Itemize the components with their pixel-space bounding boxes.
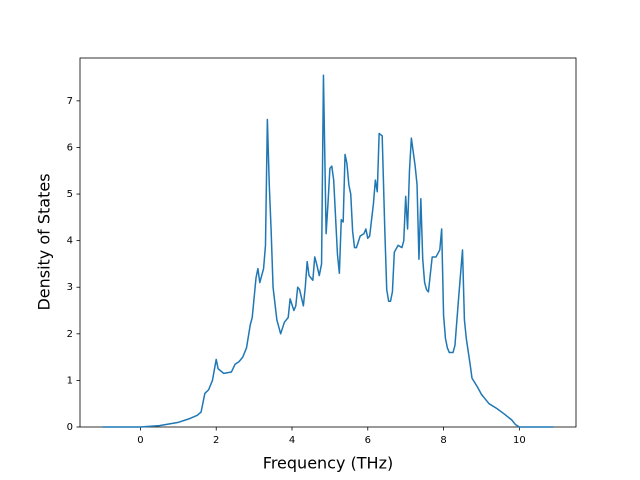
x-tick-label: 2	[213, 435, 219, 446]
y-tick-label: 2	[67, 329, 73, 340]
y-tick-label: 7	[67, 96, 73, 107]
x-tick-label: 0	[137, 435, 143, 446]
x-tick-label: 4	[289, 435, 295, 446]
y-tick-label: 0	[67, 422, 73, 433]
y-tick-label: 6	[67, 142, 73, 153]
y-tick-label: 1	[67, 375, 73, 386]
x-tick-label: 10	[513, 435, 526, 446]
y-tick-label: 5	[67, 189, 73, 200]
x-tick-label: 8	[440, 435, 446, 446]
y-tick-label: 4	[67, 236, 73, 247]
x-tick-label: 6	[365, 435, 371, 446]
plot-frame	[79, 57, 577, 428]
x-axis-label: Frequency (THz)	[263, 454, 393, 473]
y-axis-label: Density of States	[35, 173, 54, 310]
y-tick-label: 3	[67, 282, 73, 293]
line	[102, 74, 554, 428]
